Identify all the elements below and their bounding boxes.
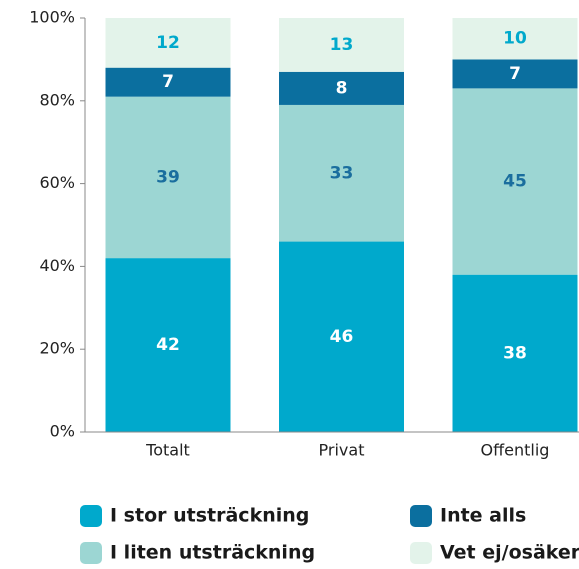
legend-swatch bbox=[410, 542, 432, 564]
y-tick-label: 40% bbox=[39, 256, 75, 275]
bar-segment bbox=[279, 18, 404, 72]
bar-segment bbox=[452, 18, 578, 60]
data-label: 7 bbox=[162, 72, 174, 92]
data-label: 45 bbox=[503, 172, 527, 192]
bar-segment bbox=[105, 96, 231, 259]
legend-swatch bbox=[80, 542, 102, 564]
y-tick-label: 20% bbox=[39, 339, 75, 358]
bar-segment bbox=[452, 274, 578, 432]
bar-segment bbox=[279, 104, 404, 242]
data-label: 46 bbox=[330, 327, 354, 347]
legend-swatch bbox=[80, 505, 102, 527]
data-label: 38 bbox=[503, 343, 527, 363]
data-label: 8 bbox=[336, 78, 348, 98]
y-tick-label: 0% bbox=[50, 422, 75, 441]
legend-label: I stor utsträckning bbox=[110, 505, 309, 527]
bar-segment bbox=[279, 71, 404, 105]
data-label: 42 bbox=[156, 335, 180, 355]
data-label: 33 bbox=[330, 163, 354, 183]
bar-segment bbox=[452, 59, 578, 89]
bar-segment bbox=[105, 258, 231, 432]
y-tick-label: 100% bbox=[29, 8, 75, 27]
data-label: 10 bbox=[503, 29, 527, 49]
data-label: 39 bbox=[156, 167, 180, 187]
bar-segment bbox=[279, 241, 404, 432]
bar-segment bbox=[105, 67, 231, 97]
legend-swatch bbox=[410, 505, 432, 527]
y-tick-label: 60% bbox=[39, 173, 75, 192]
x-tick-label: Privat bbox=[319, 441, 365, 460]
data-label: 7 bbox=[509, 64, 521, 84]
legend-label: I liten utsträckning bbox=[110, 542, 315, 564]
data-label: 13 bbox=[330, 35, 354, 55]
bar-segment bbox=[452, 88, 578, 275]
data-label: 12 bbox=[156, 33, 180, 53]
legend-label: Inte alls bbox=[440, 505, 526, 527]
bar-segment bbox=[105, 18, 231, 68]
legend-label: Vet ej/osäker bbox=[440, 542, 579, 564]
y-tick-label: 80% bbox=[39, 90, 75, 109]
x-tick-label: Totalt bbox=[145, 441, 190, 460]
x-tick-label: Offentlig bbox=[481, 441, 550, 460]
